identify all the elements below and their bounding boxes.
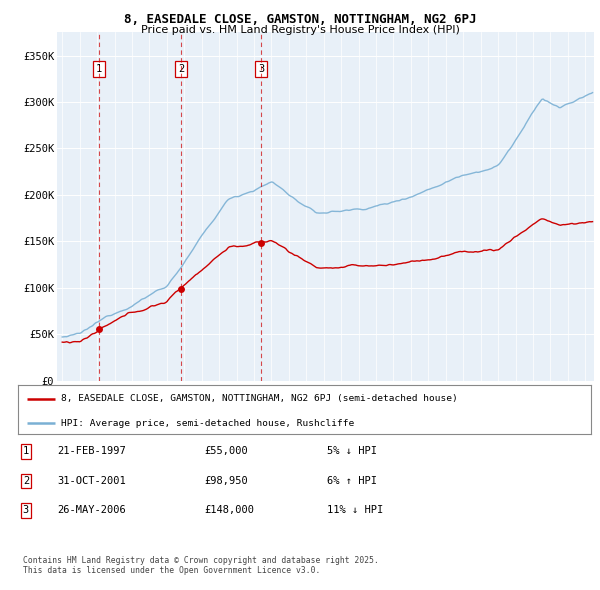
Text: HPI: Average price, semi-detached house, Rushcliffe: HPI: Average price, semi-detached house,… <box>61 418 354 428</box>
Text: 3: 3 <box>258 64 264 74</box>
Text: Price paid vs. HM Land Registry's House Price Index (HPI): Price paid vs. HM Land Registry's House … <box>140 25 460 35</box>
Text: 11% ↓ HPI: 11% ↓ HPI <box>327 506 383 515</box>
Text: £148,000: £148,000 <box>204 506 254 515</box>
Text: 1: 1 <box>96 64 103 74</box>
Text: 2: 2 <box>178 64 184 74</box>
Text: 21-FEB-1997: 21-FEB-1997 <box>57 447 126 456</box>
Text: 1: 1 <box>23 447 29 456</box>
Text: 31-OCT-2001: 31-OCT-2001 <box>57 476 126 486</box>
Text: 6% ↑ HPI: 6% ↑ HPI <box>327 476 377 486</box>
Text: 26-MAY-2006: 26-MAY-2006 <box>57 506 126 515</box>
Text: £98,950: £98,950 <box>204 476 248 486</box>
Text: 5% ↓ HPI: 5% ↓ HPI <box>327 447 377 456</box>
Text: 2: 2 <box>23 476 29 486</box>
Text: 8, EASEDALE CLOSE, GAMSTON, NOTTINGHAM, NG2 6PJ (semi-detached house): 8, EASEDALE CLOSE, GAMSTON, NOTTINGHAM, … <box>61 394 458 404</box>
Text: Contains HM Land Registry data © Crown copyright and database right 2025.
This d: Contains HM Land Registry data © Crown c… <box>23 556 379 575</box>
Text: 3: 3 <box>23 506 29 515</box>
Text: 8, EASEDALE CLOSE, GAMSTON, NOTTINGHAM, NG2 6PJ: 8, EASEDALE CLOSE, GAMSTON, NOTTINGHAM, … <box>124 13 476 26</box>
Text: £55,000: £55,000 <box>204 447 248 456</box>
